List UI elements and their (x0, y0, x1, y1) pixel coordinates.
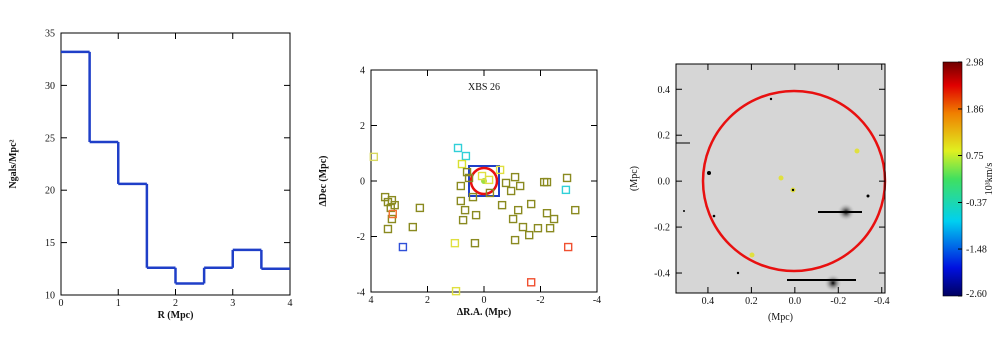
galaxy-marker (542, 208, 552, 218)
y-tick-label: 0 (360, 177, 365, 188)
plot-frame (675, 63, 886, 294)
y-tick-label: 35 (45, 29, 55, 40)
galaxy-marker (450, 238, 460, 248)
galaxy-marker (563, 242, 573, 252)
galaxy-marker (470, 238, 480, 248)
plot-frame (60, 32, 291, 296)
galaxy-marker (456, 181, 466, 191)
galaxy-marker (398, 242, 408, 252)
x-tick-label: -4 (593, 295, 601, 306)
colorbar-tick-label: 2.98 (966, 58, 984, 69)
galaxy-marker (510, 235, 520, 245)
y-tick-label: 2 (360, 121, 365, 132)
galaxy-marker (515, 181, 525, 191)
x-tick-label: 2 (173, 298, 178, 309)
galaxy-marker (495, 165, 505, 175)
x-axis-label: R (Mpc) (158, 310, 194, 321)
galaxy-marker (383, 224, 393, 234)
galaxy-marker (525, 230, 534, 240)
chart-title: XBS 26 (468, 82, 500, 93)
y-tick-label: 0.0 (658, 177, 671, 188)
y-axis-label: Ngals/Mpc² (8, 139, 19, 188)
galaxy-marker (518, 222, 528, 232)
colorbar-tick-label: 0.75 (966, 151, 984, 162)
x-tick-label: 4 (369, 295, 374, 306)
x-tick-label: 0.4 (702, 296, 715, 307)
x-tick-label: 1 (116, 298, 121, 309)
y-tick-label: 0.4 (658, 85, 671, 96)
galaxy-marker (562, 173, 572, 183)
galaxy-marker (545, 223, 555, 233)
x-tick-label: 0.0 (789, 296, 802, 307)
y-tick-label: 0.2 (658, 131, 671, 142)
y-tick-label: 30 (45, 81, 55, 92)
y-tick-label: -2 (357, 232, 365, 243)
center-markers (468, 165, 500, 197)
galaxy-marker (526, 199, 536, 209)
galaxy-marker (451, 286, 461, 296)
x-tick-label: 0 (482, 295, 487, 306)
galaxy-marker (501, 178, 511, 188)
galaxy-marker (369, 152, 379, 162)
colorbar-tick-label: -1.48 (966, 245, 987, 256)
galaxy-marker (549, 214, 559, 224)
galaxy-marker (510, 172, 520, 182)
galaxy-marker (387, 214, 397, 224)
y-tick-label: -4 (357, 288, 365, 299)
galaxy-marker (477, 171, 487, 181)
galaxy-marker (453, 143, 463, 153)
galaxy-marker (506, 186, 516, 196)
y-tick-label: 25 (45, 133, 55, 144)
x-tick-label: -0.2 (830, 296, 846, 307)
galaxy-marker (457, 159, 467, 169)
galaxy-marker (460, 205, 470, 215)
galaxy-marker (390, 200, 399, 210)
galaxy-marker (471, 210, 481, 220)
x-axis-label: (Mpc) (768, 312, 793, 323)
galaxy-marker (468, 192, 478, 202)
galaxy-marker (461, 151, 471, 161)
x-axis-label: ΔR.A. (Mpc) (457, 307, 511, 318)
galaxy-marker (513, 205, 523, 215)
x-tick-label: 0.2 (745, 296, 758, 307)
galaxy-marker (462, 167, 472, 177)
galaxy-marker (561, 185, 571, 195)
y-tick-label: -0.2 (654, 223, 670, 234)
galaxy-marker (388, 209, 397, 219)
x-tick-label: 4 (288, 298, 293, 309)
galaxy-marker (464, 173, 474, 183)
colorbar-tick-label: 1.86 (966, 104, 984, 115)
galaxy-marker (508, 214, 518, 224)
x-tick-label: 2 (425, 295, 430, 306)
colorbar (942, 61, 963, 297)
y-axis-label: ΔDec (Mpc) (318, 156, 329, 207)
y-tick-label: 15 (45, 238, 55, 249)
galaxy-marker (497, 200, 507, 210)
y-tick-label: 10 (45, 291, 55, 302)
galaxy-marker (542, 177, 552, 187)
y-tick-label: 20 (45, 186, 55, 197)
y-tick-label: -0.4 (654, 269, 670, 280)
colorbar-tick-label: -2.60 (966, 289, 987, 300)
galaxy-marker (571, 205, 580, 215)
colorbar-label: 10³km/s (984, 163, 995, 196)
galaxy-marker (456, 196, 466, 206)
y-axis-label: (Mpc) (629, 166, 640, 191)
galaxy-marker (458, 215, 468, 225)
x-tick-label: 3 (230, 298, 235, 309)
galaxy-marker (526, 278, 536, 287)
x-tick-label: 0 (59, 298, 64, 309)
galaxy-marker (485, 188, 495, 198)
colorbar-tick-label: -0.37 (966, 198, 987, 209)
galaxy-marker (533, 223, 543, 233)
x-tick-label: -0.4 (874, 296, 890, 307)
galaxy-marker (408, 222, 418, 232)
y-tick-label: 4 (360, 66, 365, 77)
x-tick-label: -2 (536, 295, 544, 306)
galaxy-marker (415, 203, 425, 213)
